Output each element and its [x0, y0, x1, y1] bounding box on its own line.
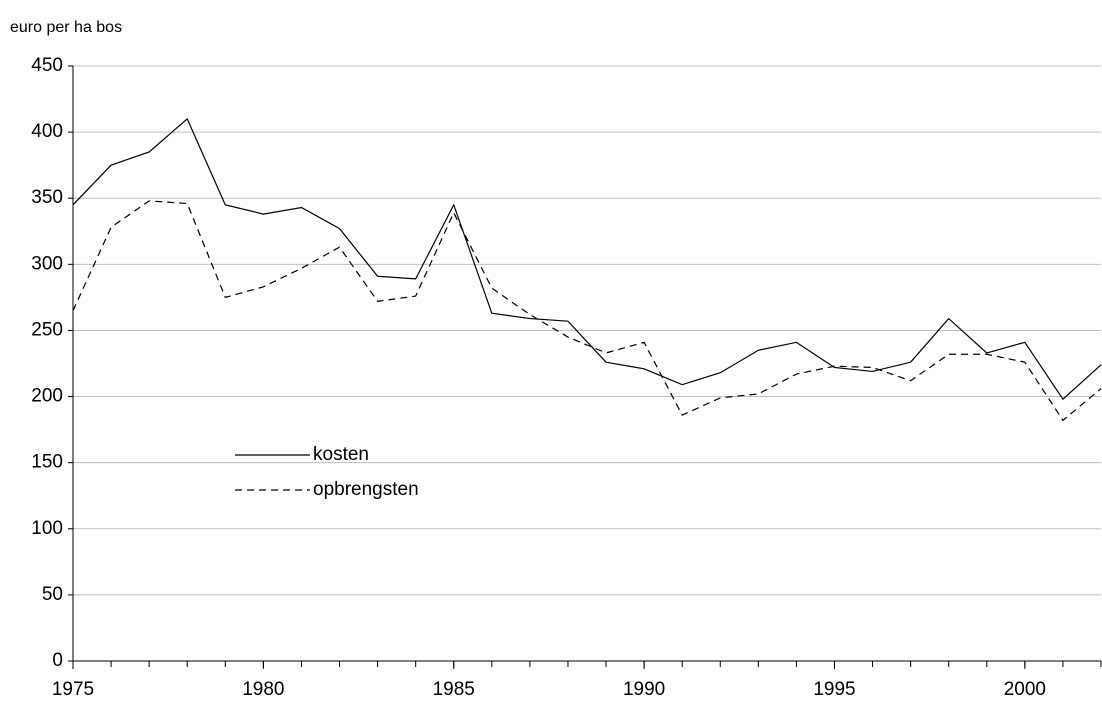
y-tick-label: 0 [52, 650, 63, 671]
y-axis-label: euro per ha bos [10, 19, 122, 36]
x-tick-label: 1995 [813, 679, 855, 700]
y-tick-label: 250 [31, 319, 63, 340]
legend-label: opbrengsten [313, 479, 419, 500]
y-tick-label: 100 [31, 518, 63, 539]
x-tick-label: 1990 [623, 679, 665, 700]
y-tick-label: 50 [42, 584, 63, 605]
y-tick-label: 200 [31, 386, 63, 407]
legend-label: kosten [313, 444, 369, 465]
y-tick-label: 350 [31, 187, 63, 208]
x-tick-label: 1980 [242, 679, 284, 700]
y-tick-label: 300 [31, 253, 63, 274]
data-line [72, 117, 1102, 401]
y-tick-label: 400 [31, 121, 63, 142]
y-tick-label: 150 [31, 452, 63, 473]
y-tick-label: 450 [31, 55, 63, 76]
x-tick-label: 2000 [1004, 679, 1046, 700]
x-tick-label: 1985 [433, 679, 475, 700]
data-line [72, 200, 1102, 422]
x-tick-label: 1975 [52, 679, 94, 700]
